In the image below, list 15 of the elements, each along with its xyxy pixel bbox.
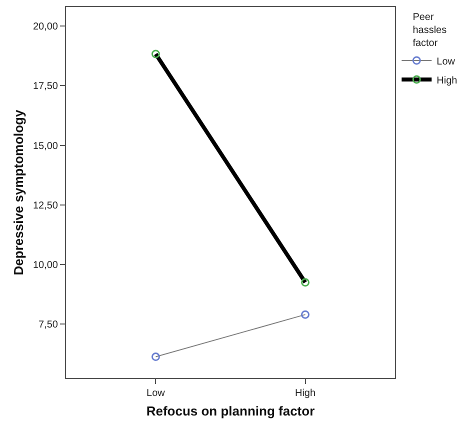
y-tick-label: 12,50 (32, 200, 58, 212)
y-tick-label: 7,50 (38, 320, 58, 331)
point (151, 352, 160, 362)
point (301, 310, 310, 319)
legend-label: High (436, 75, 458, 86)
y-axis-title: Depressive symptomology (10, 109, 26, 276)
y-tick-label: 17,50 (32, 81, 58, 92)
point (151, 50, 160, 58)
legend-label: Low (436, 56, 456, 68)
point (301, 278, 310, 287)
legend-title: Peer hassles factor (412, 12, 447, 49)
y-tick-label: 15,00 (32, 140, 58, 152)
y-tick-label: 20,00 (32, 22, 58, 33)
y-tick-label: 10,00 (32, 260, 58, 272)
x-axis-title: Refocus on planning factor (146, 404, 315, 419)
